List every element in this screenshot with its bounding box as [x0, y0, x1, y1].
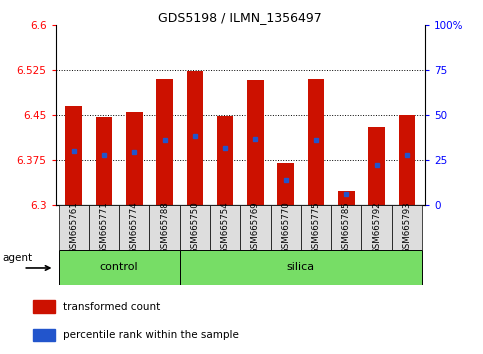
Bar	[241, 205, 270, 250]
Text: silica: silica	[287, 262, 315, 272]
Bar	[180, 205, 210, 250]
Bar	[277, 163, 294, 205]
Bar	[33, 329, 55, 341]
Text: GSM665770: GSM665770	[281, 201, 290, 254]
Title: GDS5198 / ILMN_1356497: GDS5198 / ILMN_1356497	[158, 11, 322, 24]
Text: control: control	[100, 262, 139, 272]
Bar	[156, 79, 173, 205]
Text: GSM665771: GSM665771	[99, 201, 109, 254]
Bar	[180, 250, 422, 285]
Bar	[338, 192, 355, 205]
Bar	[308, 79, 325, 205]
Text: GSM665775: GSM665775	[312, 201, 321, 254]
Text: GSM665761: GSM665761	[69, 201, 78, 254]
Text: GSM665750: GSM665750	[190, 201, 199, 254]
Bar	[149, 205, 180, 250]
Bar	[361, 205, 392, 250]
Text: GSM665793: GSM665793	[402, 201, 412, 254]
Bar	[217, 116, 233, 205]
Text: GSM665769: GSM665769	[251, 201, 260, 254]
Bar	[89, 205, 119, 250]
Bar	[331, 205, 361, 250]
Bar	[368, 127, 385, 205]
Text: percentile rank within the sample: percentile rank within the sample	[63, 330, 239, 340]
Text: agent: agent	[3, 253, 33, 263]
Bar	[33, 301, 55, 313]
Bar	[58, 250, 180, 285]
Bar	[270, 205, 301, 250]
Text: GSM665785: GSM665785	[342, 201, 351, 254]
Text: GSM665754: GSM665754	[221, 201, 229, 254]
Bar	[126, 112, 142, 205]
Bar	[96, 117, 113, 205]
Text: GSM665774: GSM665774	[130, 201, 139, 254]
Text: GSM665788: GSM665788	[160, 201, 169, 254]
Bar	[119, 205, 149, 250]
Text: transformed count: transformed count	[63, 302, 160, 312]
Bar	[210, 205, 241, 250]
Bar	[58, 205, 89, 250]
Bar	[301, 205, 331, 250]
Bar	[247, 80, 264, 205]
Bar	[65, 106, 82, 205]
Bar	[392, 205, 422, 250]
Text: GSM665792: GSM665792	[372, 201, 381, 254]
Bar	[398, 115, 415, 205]
Bar	[186, 70, 203, 205]
